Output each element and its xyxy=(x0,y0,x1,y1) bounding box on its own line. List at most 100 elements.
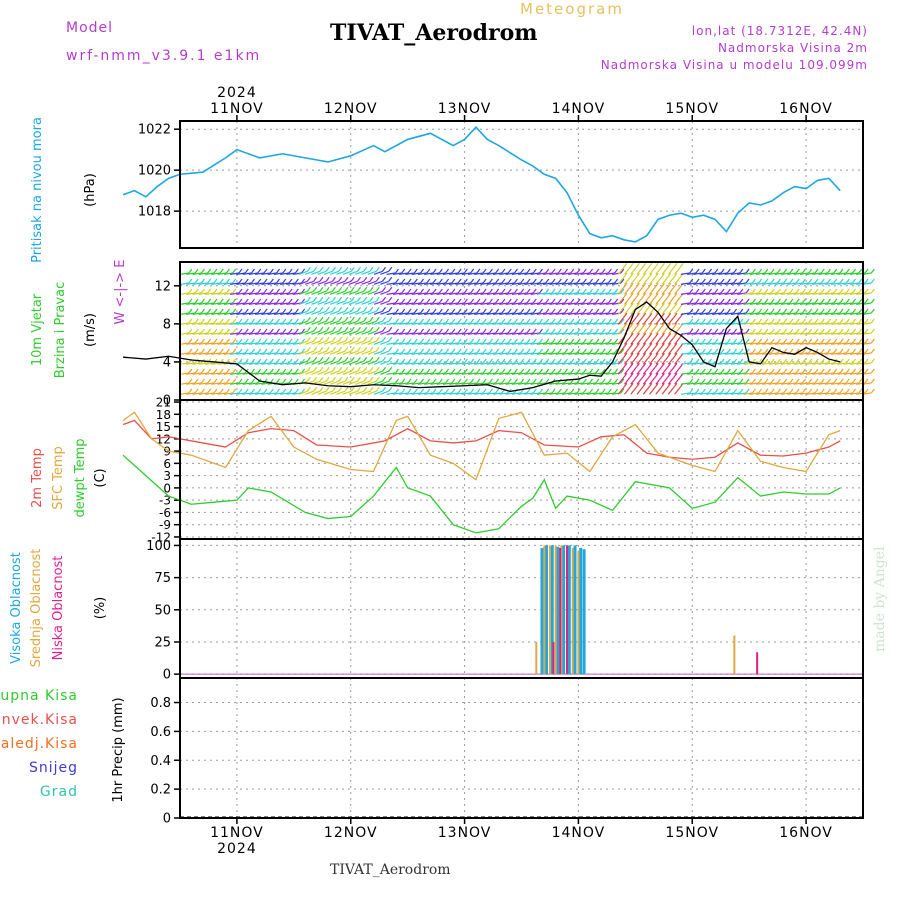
wind-barb xyxy=(730,292,740,295)
wind-barb-flag xyxy=(654,382,659,388)
wind-barb xyxy=(455,332,465,335)
wind-barb xyxy=(323,380,333,385)
wind-barb-flag xyxy=(789,268,794,274)
wind-barb-flag xyxy=(607,318,612,324)
wind-barb-flag xyxy=(350,386,355,392)
wind-barb xyxy=(261,352,271,355)
wind-barb xyxy=(693,362,703,365)
wind-barb xyxy=(787,312,797,315)
wind-barb-flag xyxy=(539,348,543,354)
wind-barb xyxy=(179,392,189,395)
wind-barb-flag xyxy=(795,268,800,274)
wind-barb-flag xyxy=(276,318,281,324)
wind-barb-flag xyxy=(714,348,719,354)
wind-barb xyxy=(624,386,631,395)
wind-barb-flag xyxy=(726,338,731,344)
wind-barb-flag xyxy=(331,326,336,332)
wind-barb xyxy=(674,356,681,365)
wind-barb-flag xyxy=(188,368,193,374)
wind-barb xyxy=(580,272,590,275)
x-tick-label-bottom: 16NOV xyxy=(779,825,833,841)
wind-barb xyxy=(373,330,383,335)
wind-barb xyxy=(549,352,559,355)
wind-barb-flag xyxy=(557,298,562,304)
wind-barb xyxy=(818,272,828,275)
wind-barb xyxy=(687,352,697,355)
wind-barb xyxy=(630,386,637,395)
wind-barb-flag xyxy=(708,318,713,324)
wind-barb xyxy=(617,386,625,395)
panel-frame xyxy=(179,677,864,819)
wind-barb xyxy=(261,312,271,315)
wind-barb xyxy=(730,302,740,305)
wind-barb-flag xyxy=(654,282,659,288)
wind-barb-flag xyxy=(770,298,775,304)
wind-barb xyxy=(486,352,496,355)
wind-barb-flag xyxy=(501,338,506,344)
wind-barb-flag xyxy=(495,318,500,324)
wind-barb-flag xyxy=(251,298,255,304)
wind-barb xyxy=(411,302,421,305)
wind-barb xyxy=(843,352,853,355)
wind-barb xyxy=(831,372,841,375)
wind-barb-flag xyxy=(564,298,569,304)
wind-barb-flag xyxy=(420,328,425,334)
wind-barb xyxy=(774,302,784,305)
wind-barb-flag xyxy=(451,308,456,314)
wind-barb-flag xyxy=(445,378,450,384)
wind-barb-flag xyxy=(539,308,543,314)
wind-barb-flag xyxy=(607,278,612,284)
wind-barb xyxy=(849,312,859,315)
wind-barb-flag xyxy=(820,278,825,284)
wind-barb-flag xyxy=(301,328,306,334)
wind-barb xyxy=(805,352,816,355)
wind-barb xyxy=(486,392,496,395)
wind-barb-flag xyxy=(319,276,324,282)
wind-barb xyxy=(236,292,246,295)
wind-barb-flag xyxy=(576,308,581,314)
wind-barb-flag xyxy=(745,268,750,274)
wind-barb xyxy=(687,292,697,295)
wind-barb xyxy=(624,276,631,285)
y-tick-label: 0.6 xyxy=(150,725,171,740)
wind-barb xyxy=(655,286,662,295)
wind-barb xyxy=(812,282,822,285)
wind-barb xyxy=(436,332,446,335)
wind-barb-flag xyxy=(363,266,368,272)
wind-barb-flag xyxy=(338,346,343,352)
wind-barb-flag xyxy=(751,278,756,284)
wind-barb xyxy=(843,302,853,305)
wind-barb-flag xyxy=(232,268,237,274)
wind-barb-flag xyxy=(695,378,700,384)
wind-barb xyxy=(674,346,681,355)
wind-barb-flag xyxy=(457,358,462,364)
wind-barb xyxy=(342,310,352,315)
wind-barb-flag xyxy=(758,388,763,394)
wind-barb-flag xyxy=(695,328,700,334)
wind-barb-flag xyxy=(814,368,819,374)
wind-barb xyxy=(323,360,333,365)
wind-barb-flag xyxy=(660,282,665,288)
wind-barb-flag xyxy=(539,338,543,344)
wind-barb-flag xyxy=(357,316,361,322)
station-coords: lon,lat (18.7312E, 42.4N) xyxy=(691,24,868,38)
wind-barb xyxy=(392,382,402,385)
wind-barb xyxy=(424,282,434,285)
wind-barb-flag xyxy=(808,378,813,384)
wind-barb xyxy=(486,302,496,305)
wind-barb xyxy=(386,322,396,325)
wind-barb-flag xyxy=(438,288,443,294)
wind-barb xyxy=(667,386,675,395)
wind-barb xyxy=(555,272,565,275)
wind-barb xyxy=(480,362,490,365)
x-tick-label-bottom: 11NOV xyxy=(210,825,264,841)
wind-barb-flag xyxy=(294,328,299,334)
wind-barb xyxy=(818,362,828,365)
wind-barb-flag xyxy=(288,348,293,354)
wind-barb xyxy=(749,372,759,375)
wind-barb-flag xyxy=(432,328,437,334)
wind-barb-flag xyxy=(388,296,393,302)
wind-barb xyxy=(348,280,358,285)
wind-barb xyxy=(474,362,484,365)
wind-barb-flag xyxy=(363,376,368,382)
